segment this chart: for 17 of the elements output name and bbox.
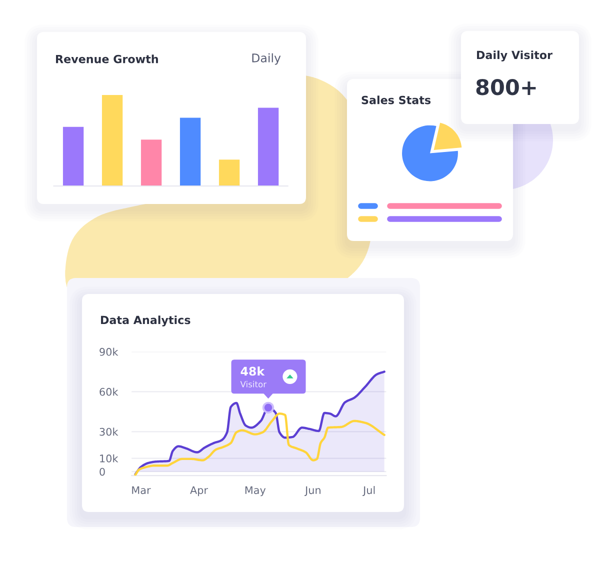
x-tick-label: Jun xyxy=(304,486,320,496)
x-tick-label: Apr xyxy=(190,486,208,496)
chart-title: Sales Stats xyxy=(362,96,431,104)
x-tick-label: Mar xyxy=(132,486,151,494)
y-tick-label: 60k xyxy=(100,388,118,396)
annotation: 48k Visitor xyxy=(240,366,267,388)
text: Daily Visitor xyxy=(477,50,552,62)
chart-title: Data Analytics xyxy=(101,316,190,326)
chart-subtitle: Daily xyxy=(252,53,281,65)
x-tick-label: Jul xyxy=(362,486,375,496)
x-tick-label: May xyxy=(245,486,266,496)
text: 800+ xyxy=(476,78,536,96)
y-tick-label: 0 xyxy=(100,468,105,476)
y-tick-label: 10k xyxy=(100,454,118,462)
y-tick-label: 90k xyxy=(100,348,118,356)
y-tick-label: 30k xyxy=(100,428,118,436)
chart-title: Revenue Growth xyxy=(56,54,158,64)
